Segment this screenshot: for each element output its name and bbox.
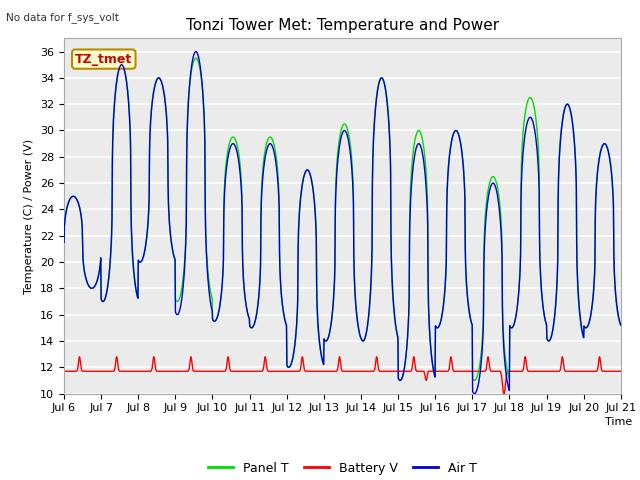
Text: TZ_tmet: TZ_tmet [75, 53, 132, 66]
Panel T [170, 255, 178, 261]
Panel T [184, 108, 191, 113]
Text: No data for f_sys_volt: No data for f_sys_volt [6, 12, 119, 23]
Battery V [184, 368, 192, 374]
Battery V [552, 368, 559, 374]
Panel T [552, 307, 559, 313]
Panel T [502, 361, 510, 367]
Battery V [246, 368, 254, 374]
Y-axis label: Temperature (C) / Power (V): Temperature (C) / Power (V) [24, 138, 35, 294]
Air T [470, 391, 478, 396]
Air T [184, 110, 191, 116]
Battery V [76, 354, 83, 360]
Air T [429, 365, 437, 371]
Line: Panel T: Panel T [64, 58, 621, 381]
Battery V [429, 368, 437, 374]
Air T [617, 322, 625, 328]
Battery V [617, 368, 625, 374]
Panel T [470, 378, 478, 384]
Panel T [246, 324, 254, 330]
Battery V [502, 374, 510, 380]
Battery V [60, 368, 68, 374]
Air T [60, 240, 68, 245]
Air T [170, 254, 178, 260]
Panel T [617, 323, 625, 328]
Air T [192, 48, 200, 54]
Air T [246, 324, 254, 330]
Line: Battery V: Battery V [64, 357, 621, 394]
Air T [502, 372, 510, 378]
Legend: Panel T, Battery V, Air T: Panel T, Battery V, Air T [204, 456, 481, 480]
Panel T [60, 240, 68, 245]
Title: Tonzi Tower Met: Temperature and Power: Tonzi Tower Met: Temperature and Power [186, 18, 499, 33]
Battery V [500, 391, 508, 396]
Line: Air T: Air T [64, 51, 621, 394]
Air T [552, 304, 559, 310]
Panel T [429, 366, 437, 372]
X-axis label: Time: Time [605, 417, 632, 427]
Battery V [171, 368, 179, 374]
Panel T [192, 55, 200, 61]
